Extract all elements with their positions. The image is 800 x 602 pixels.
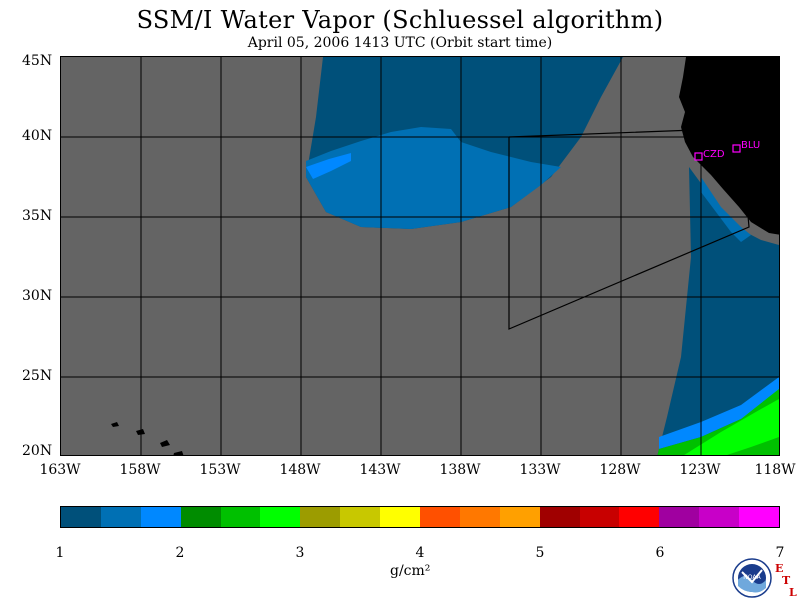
grid-lines [61, 57, 779, 455]
etl-logo: E T L [775, 562, 800, 599]
lat-label-25: 25N [22, 368, 53, 384]
lon-label-148: 148W [279, 462, 321, 478]
colorbar-segment [100, 507, 141, 527]
colorbar-segment [260, 507, 301, 527]
lat-label-45: 45N [22, 53, 53, 69]
chart-title: SSM/I Water Vapor (Schluessel algorithm) [136, 6, 664, 34]
map-svg: CZD BLU [61, 57, 779, 455]
lon-label-133: 133W [519, 462, 561, 478]
lon-label-158: 158W [119, 462, 161, 478]
colorbar-segment [579, 507, 620, 527]
colorbar-tick-2: 2 [175, 545, 185, 561]
colorbar-segment [739, 507, 779, 527]
colorbar-segment [180, 507, 221, 527]
colorbar-units: g/cm² [390, 563, 431, 579]
colorbar-segment [619, 507, 660, 527]
flight-track [508, 128, 750, 330]
swath-southern-brightgreen [684, 399, 779, 455]
swath-north-medium [306, 127, 561, 229]
lon-label-128: 128W [599, 462, 641, 478]
colorbar-segment [380, 507, 421, 527]
noaa-logo-text: NOAA [743, 574, 761, 581]
lat-label-20: 20N [22, 443, 53, 459]
swath-coastal-dark [657, 167, 779, 455]
lon-label-143: 143W [359, 462, 401, 478]
island-kauai [111, 422, 119, 427]
colorbar-tick-3: 3 [295, 545, 305, 561]
lon-label-163: 163W [39, 462, 81, 478]
lat-label-35: 35N [22, 208, 53, 224]
lon-label-123: 123W [679, 462, 721, 478]
lon-label-138: 138W [439, 462, 481, 478]
colorbar-segment [420, 507, 460, 527]
colorbar-segment [539, 507, 580, 527]
colorbar-segment [140, 507, 181, 527]
lat-label-30: 30N [22, 288, 53, 304]
colorbar-tick-4: 4 [415, 545, 425, 561]
island-maui [160, 440, 170, 447]
colorbar-segment [499, 507, 540, 527]
island-hawaii [173, 451, 184, 455]
lat-label-40: 40N [22, 128, 53, 144]
etl-letter-e: E [775, 562, 784, 575]
station-markers [694, 144, 741, 161]
colorbar-tick-7: 7 [775, 545, 785, 561]
colorbar-segment [340, 507, 381, 527]
lon-label-118: 118W [754, 462, 796, 478]
water-vapor-map: CZD BLU [60, 56, 780, 456]
station-marker-czd [694, 152, 703, 161]
colorbar-segment [220, 507, 261, 527]
colorbar-tick-1: 1 [55, 545, 65, 561]
etl-letter-t: T [782, 574, 791, 587]
noaa-logo: NOAA [732, 558, 772, 598]
lon-label-153: 153W [199, 462, 241, 478]
colorbar-segment [459, 507, 500, 527]
swath-north-bright [306, 153, 351, 179]
etl-letter-l: L [789, 586, 797, 599]
station-marker-blu [732, 144, 741, 153]
colorbar-tick-6: 6 [655, 545, 665, 561]
colorbar [60, 506, 780, 528]
colorbar-segment [300, 507, 341, 527]
swath-coastal-medium [701, 177, 751, 242]
station-label-czd: CZD [703, 149, 725, 160]
colorbar-tick-5: 5 [535, 545, 545, 561]
colorbar-segment [659, 507, 700, 527]
station-label-blu: BLU [741, 140, 760, 151]
colorbar-segment [699, 507, 740, 527]
swath-southern-band [659, 377, 779, 449]
chart-subtitle: April 05, 2006 1413 UTC (Orbit start tim… [247, 35, 553, 51]
colorbar-segment [61, 507, 101, 527]
